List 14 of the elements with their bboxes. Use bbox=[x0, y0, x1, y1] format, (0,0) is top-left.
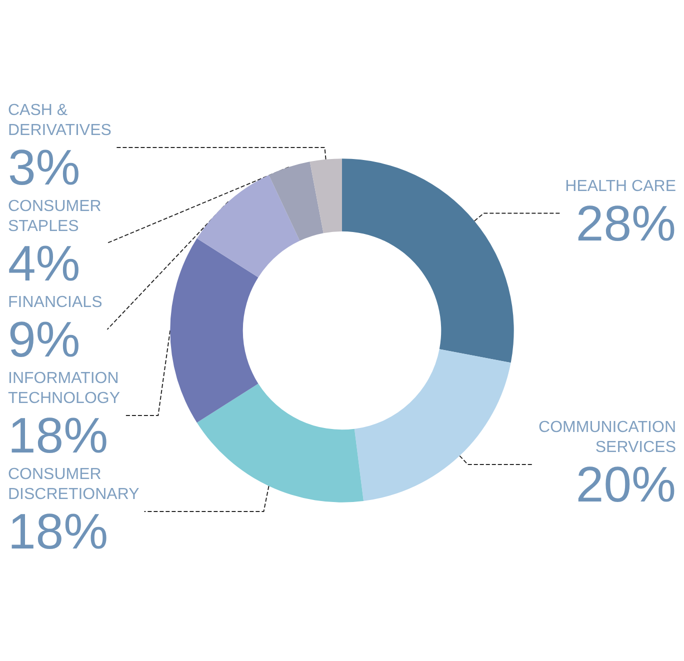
slice-label: CONSUMER DISCRETIONARY bbox=[8, 466, 140, 503]
data-label: 28% bbox=[576, 195, 676, 252]
data-label: 18% bbox=[8, 407, 108, 464]
slice-label: CASH & DERIVATIVES bbox=[8, 102, 112, 139]
slice-label: HEALTH CARE bbox=[565, 178, 676, 195]
data-label: 18% bbox=[8, 503, 108, 560]
data-label: 9% bbox=[8, 311, 80, 368]
slice-label: COMMUNICATION SERVICES bbox=[538, 419, 676, 456]
slice-label: CONSUMER STAPLES bbox=[8, 198, 102, 235]
data-label: 20% bbox=[576, 456, 676, 513]
data-label: 3% bbox=[8, 139, 80, 196]
slice-label: FINANCIALS bbox=[8, 294, 102, 311]
slice-label: INFORMATION TECHNOLOGY bbox=[8, 370, 120, 407]
data-label: 4% bbox=[8, 235, 80, 292]
